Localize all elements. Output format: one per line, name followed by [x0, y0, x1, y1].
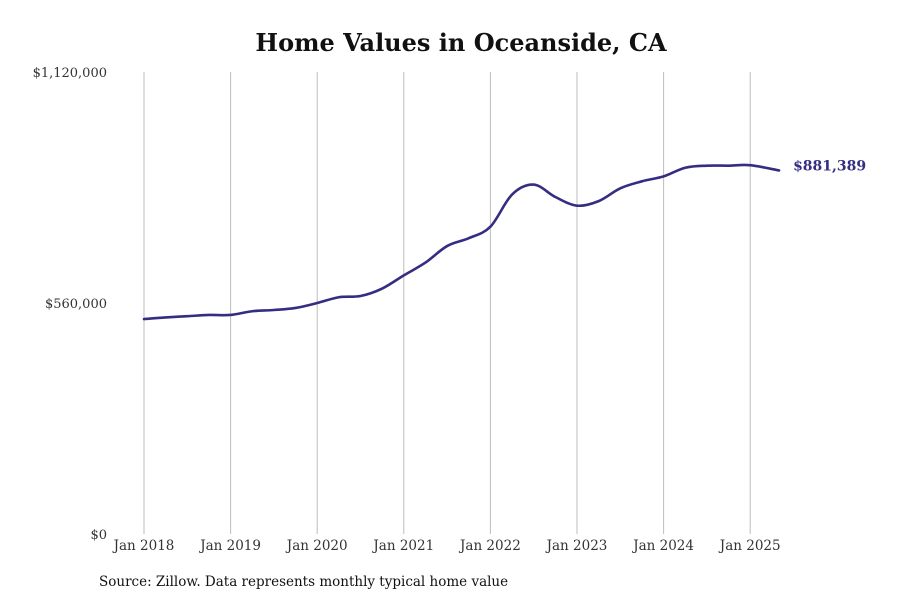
x-tick-label: Jan 2024: [631, 538, 694, 554]
x-axis-tick-labels: Jan 2018 Jan 2019 Jan 2020 Jan 2021 Jan 2022…: [112, 538, 781, 554]
chart-title: Home Values in Oceanside, CA: [255, 28, 667, 57]
x-tick-label: Jan 2020: [285, 538, 348, 554]
series-line: [142, 163, 781, 321]
series-layer: [142, 163, 781, 321]
vertical-gridlines: [143, 72, 751, 534]
y-tick-label: $560,000: [45, 297, 107, 312]
x-tick-label: Jan 2019: [198, 538, 261, 554]
x-tick-label: Jan 2025: [718, 538, 781, 554]
source-note: Source: Zillow. Data represents monthly …: [99, 574, 509, 590]
x-tick-label: Jan 2021: [371, 538, 434, 554]
x-tick-label: Jan 2018: [112, 538, 175, 554]
x-tick-label: Jan 2023: [545, 538, 608, 554]
y-tick-label: $0: [90, 528, 107, 543]
y-axis-tick-labels: $0 $560,000 $1,120,000: [33, 66, 107, 543]
x-tick-label: Jan 2022: [458, 538, 521, 554]
y-tick-label: $1,120,000: [33, 66, 107, 81]
end-value-label: $881,389: [793, 158, 866, 174]
